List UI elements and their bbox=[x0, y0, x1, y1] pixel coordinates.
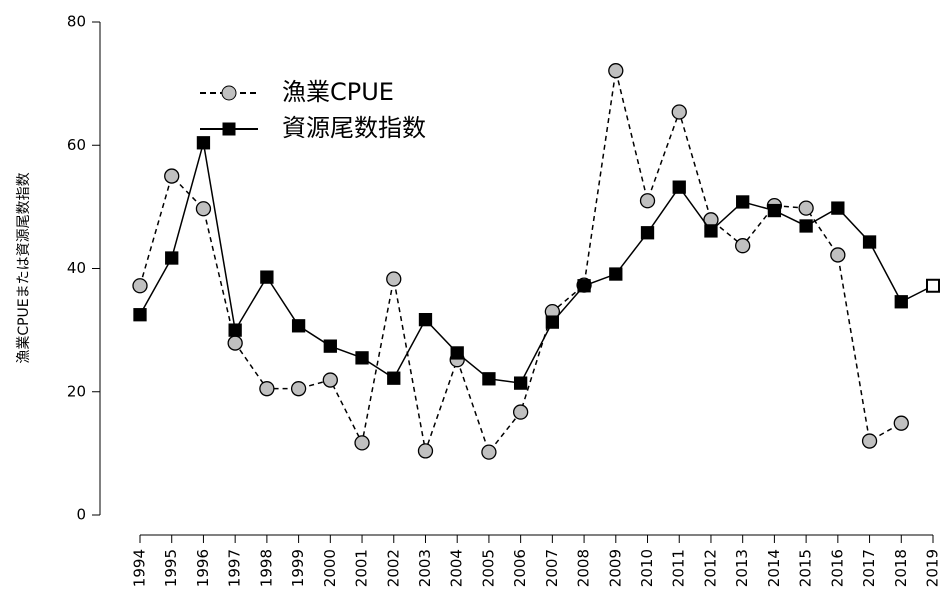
x-tick-label: 2018 bbox=[892, 549, 910, 587]
point bbox=[386, 271, 402, 287]
point bbox=[291, 319, 306, 333]
x-tick-label: 2007 bbox=[543, 549, 561, 587]
point bbox=[482, 372, 496, 386]
x-tick-label: 2005 bbox=[479, 549, 497, 587]
point bbox=[132, 278, 148, 294]
point bbox=[260, 270, 274, 284]
point bbox=[672, 180, 686, 194]
x-tick-label: 1996 bbox=[194, 549, 212, 587]
point bbox=[926, 278, 940, 293]
point bbox=[481, 444, 497, 460]
point bbox=[545, 315, 560, 329]
x-tick-label: 2009 bbox=[606, 549, 624, 587]
point bbox=[735, 238, 751, 254]
point bbox=[704, 224, 718, 238]
point bbox=[164, 168, 180, 184]
x-tick-label: 1999 bbox=[289, 549, 307, 587]
x-tick-label: 1998 bbox=[257, 549, 275, 587]
legend-label: 漁業CPUE bbox=[282, 78, 394, 106]
point bbox=[893, 415, 909, 431]
x-tick-label: 2014 bbox=[765, 549, 783, 587]
point bbox=[831, 201, 845, 215]
point bbox=[577, 279, 591, 293]
point bbox=[418, 312, 433, 327]
x-tick-label: 2017 bbox=[860, 549, 878, 587]
point bbox=[196, 136, 211, 150]
x-tick-label: 2003 bbox=[416, 549, 434, 587]
series-line bbox=[139, 70, 902, 454]
point bbox=[259, 381, 275, 397]
y-axis-label: 漁業CPUEまたは資源尾数指数 bbox=[16, 172, 32, 363]
point bbox=[227, 335, 243, 351]
x-tick-label: 2004 bbox=[448, 549, 466, 587]
x-tick-label: 1995 bbox=[162, 549, 180, 587]
point bbox=[354, 435, 370, 451]
point bbox=[861, 433, 878, 449]
point bbox=[323, 339, 337, 353]
point bbox=[798, 200, 814, 216]
legend-marker bbox=[222, 122, 236, 136]
point bbox=[640, 226, 655, 240]
x-tick-label: 1997 bbox=[226, 549, 244, 587]
legend-marker bbox=[221, 85, 237, 101]
point bbox=[195, 201, 212, 217]
x-tick-label: 2008 bbox=[575, 549, 593, 587]
x-tick-label: 2015 bbox=[797, 549, 815, 587]
point bbox=[133, 308, 147, 322]
y-tick-label: 20 bbox=[67, 382, 86, 400]
point bbox=[736, 195, 750, 209]
x-tick-label: 2002 bbox=[384, 549, 402, 587]
y-tick-label: 40 bbox=[67, 259, 86, 277]
point bbox=[671, 104, 687, 120]
series-line bbox=[139, 142, 934, 384]
x-tick-label: 2016 bbox=[828, 549, 846, 587]
x-tick-label: 2006 bbox=[511, 549, 529, 587]
x-tick-label: 2001 bbox=[353, 549, 371, 587]
point bbox=[512, 404, 529, 420]
point bbox=[608, 63, 624, 79]
point bbox=[450, 346, 464, 360]
point bbox=[417, 443, 434, 459]
x-tick-label: 2000 bbox=[321, 549, 339, 587]
x-tick-label: 2013 bbox=[733, 549, 751, 587]
point bbox=[322, 372, 338, 388]
point bbox=[894, 295, 908, 309]
point bbox=[513, 376, 528, 390]
point bbox=[609, 267, 623, 281]
point bbox=[767, 203, 782, 218]
x-tick-label: 2010 bbox=[638, 549, 656, 587]
y-tick-label: 60 bbox=[67, 136, 86, 154]
y-tick-label: 0 bbox=[76, 506, 86, 524]
x-tick-label: 2019 bbox=[924, 549, 942, 587]
point bbox=[830, 247, 846, 263]
point bbox=[355, 351, 369, 365]
point bbox=[290, 381, 307, 397]
point bbox=[228, 323, 242, 337]
y-tick-label: 80 bbox=[67, 13, 86, 31]
x-tick-label: 2011 bbox=[670, 549, 688, 587]
point bbox=[639, 193, 656, 209]
x-tick-label: 1994 bbox=[131, 549, 149, 587]
point bbox=[387, 371, 401, 385]
x-tick-label: 2012 bbox=[701, 549, 719, 587]
legend-label: 資源尾数指数 bbox=[282, 114, 426, 142]
point bbox=[165, 251, 179, 265]
point bbox=[862, 235, 877, 249]
point bbox=[799, 219, 813, 233]
